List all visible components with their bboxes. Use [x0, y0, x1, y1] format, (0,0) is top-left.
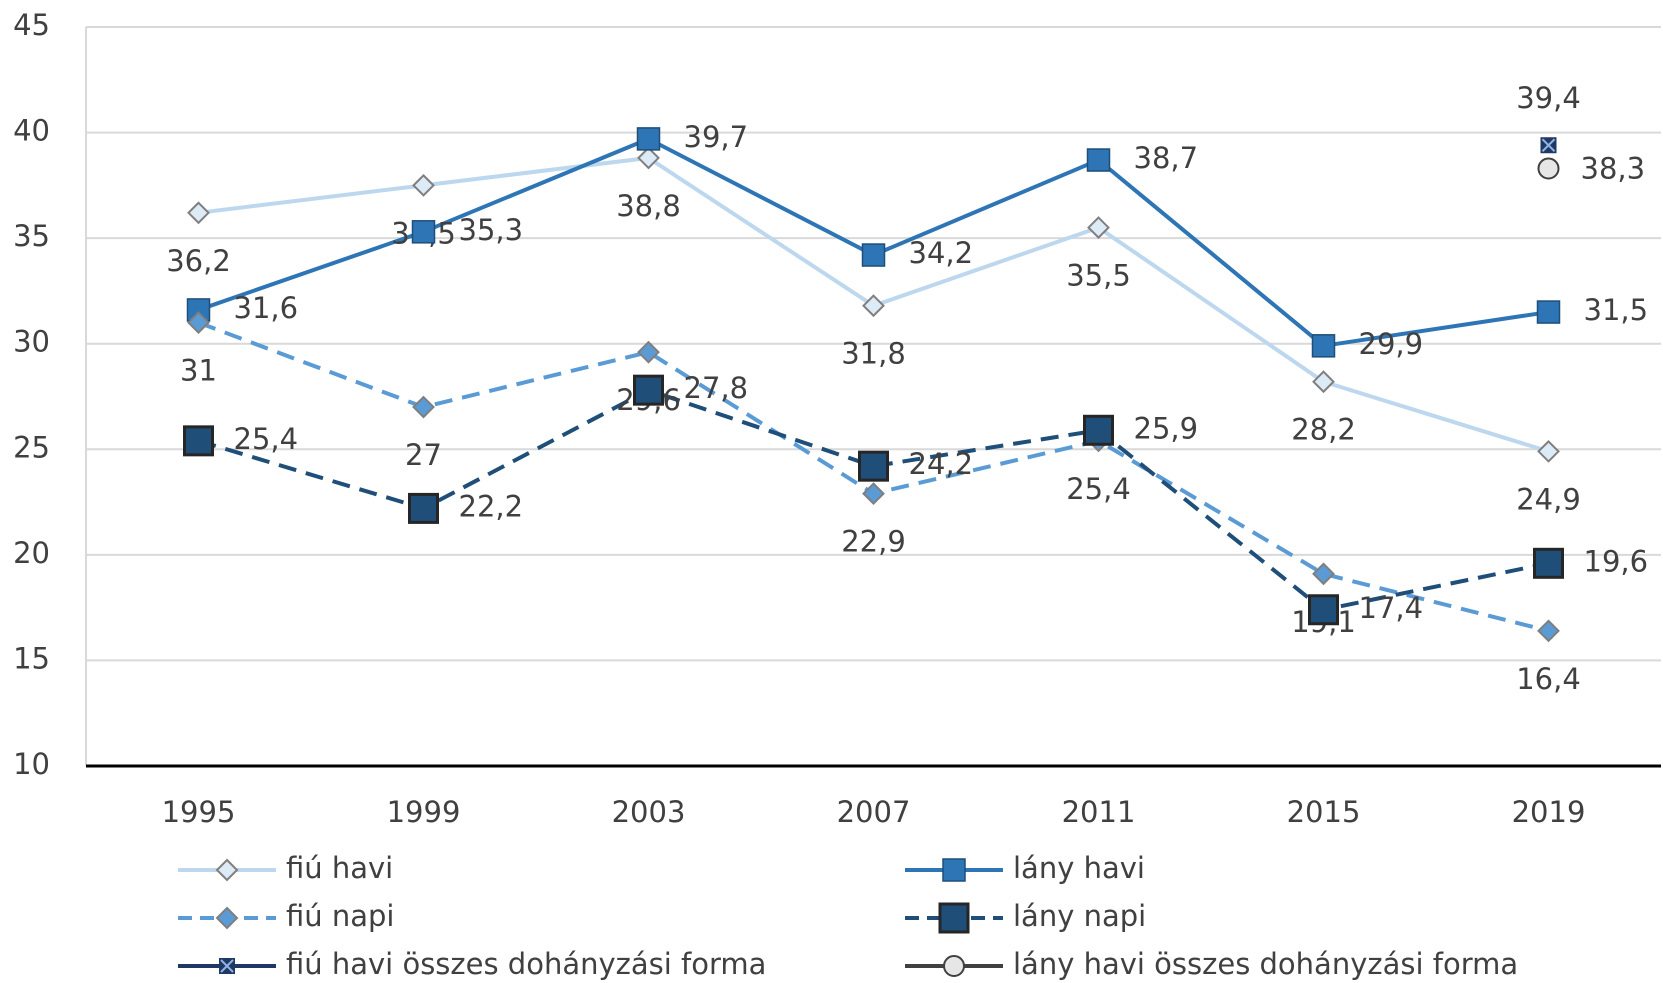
- marker: [1537, 439, 1560, 463]
- legend-label: fiú napi: [286, 899, 394, 933]
- x-tick-label: 1999: [387, 795, 461, 829]
- y-tick-label: 30: [13, 325, 50, 359]
- y-tick-label: 45: [13, 8, 50, 42]
- marker: [412, 395, 435, 419]
- y-tick-label: 40: [13, 114, 50, 148]
- data-label: 35,3: [459, 213, 524, 247]
- marker-cross: [220, 959, 234, 973]
- y-tick-label: 15: [13, 641, 50, 675]
- data-label: 31,5: [1584, 293, 1649, 327]
- data-label: 39,7: [684, 120, 749, 154]
- marker: [1087, 216, 1110, 240]
- x-tick-label: 2007: [837, 795, 911, 829]
- marker: [1086, 148, 1111, 172]
- data-label: 27: [405, 438, 442, 472]
- legend-label: fiú havi összes dohányzási forma: [286, 947, 766, 981]
- marker: [215, 858, 239, 882]
- data-label: 24,9: [1516, 482, 1581, 516]
- marker: [861, 243, 886, 267]
- data-label: 29,9: [1359, 327, 1424, 361]
- data-label: 19,6: [1584, 544, 1649, 578]
- marker: [187, 201, 210, 225]
- marker: [1083, 414, 1114, 446]
- marker: [858, 450, 889, 482]
- data-label: 24,2: [909, 447, 974, 481]
- x-tick-label: 2011: [1062, 795, 1136, 829]
- legend-label: lány havi: [1013, 851, 1145, 885]
- marker: [1536, 300, 1561, 324]
- marker-cross: [1541, 138, 1556, 152]
- data-label: 35,5: [1066, 259, 1131, 293]
- data-label: 34,2: [909, 236, 974, 270]
- data-label: 22,2: [459, 489, 524, 523]
- data-label: 25,4: [1066, 472, 1131, 506]
- legend-label: lány napi: [1013, 899, 1146, 933]
- marker: [636, 127, 661, 151]
- data-label: 31,6: [234, 291, 299, 325]
- data-label: 38,3: [1581, 151, 1646, 185]
- marker: [1537, 619, 1560, 643]
- marker: [633, 374, 664, 406]
- data-label: 38,7: [1134, 141, 1199, 175]
- marker: [219, 958, 235, 974]
- marker: [862, 294, 885, 318]
- data-label: 16,4: [1516, 662, 1581, 696]
- marker: [637, 146, 660, 170]
- y-tick-label: 35: [13, 219, 50, 253]
- marker: [411, 220, 436, 244]
- marker: [862, 482, 885, 506]
- x-tick-label: 2003: [612, 795, 686, 829]
- marker: [1537, 157, 1560, 180]
- data-label: 31,8: [841, 337, 906, 371]
- data-label: 22,9: [841, 525, 906, 559]
- marker: [183, 425, 214, 457]
- legend-label: lány havi összes dohányzási forma: [1013, 947, 1518, 981]
- marker: [943, 955, 965, 977]
- data-label: 28,2: [1291, 413, 1356, 447]
- marker: [1312, 562, 1335, 586]
- marker: [187, 311, 210, 335]
- x-tick-label: 2019: [1512, 795, 1586, 829]
- marker: [942, 858, 966, 882]
- data-label: 27,8: [684, 371, 749, 405]
- data-label: 36,2: [166, 244, 231, 278]
- marker: [412, 173, 435, 197]
- marker: [1540, 137, 1557, 154]
- data-label: 25,9: [1134, 411, 1199, 445]
- data-label: 31: [180, 354, 217, 388]
- marker: [1311, 334, 1336, 358]
- y-tick-label: 10: [13, 747, 50, 781]
- x-tick-label: 1995: [162, 795, 236, 829]
- marker: [1308, 594, 1339, 626]
- data-label: 17,4: [1359, 591, 1424, 625]
- data-label: 39,4: [1516, 81, 1581, 115]
- data-label: 38,8: [616, 189, 681, 223]
- marker: [408, 492, 439, 524]
- marker: [1533, 547, 1564, 579]
- legend-label: fiú havi: [286, 851, 393, 885]
- x-tick-label: 2015: [1287, 795, 1361, 829]
- data-label: 25,4: [234, 422, 299, 456]
- marker: [215, 906, 239, 930]
- marker: [637, 340, 660, 364]
- marker: [1312, 370, 1335, 394]
- y-tick-label: 20: [13, 536, 50, 570]
- y-tick-label: 25: [13, 430, 50, 464]
- marker: [938, 902, 970, 934]
